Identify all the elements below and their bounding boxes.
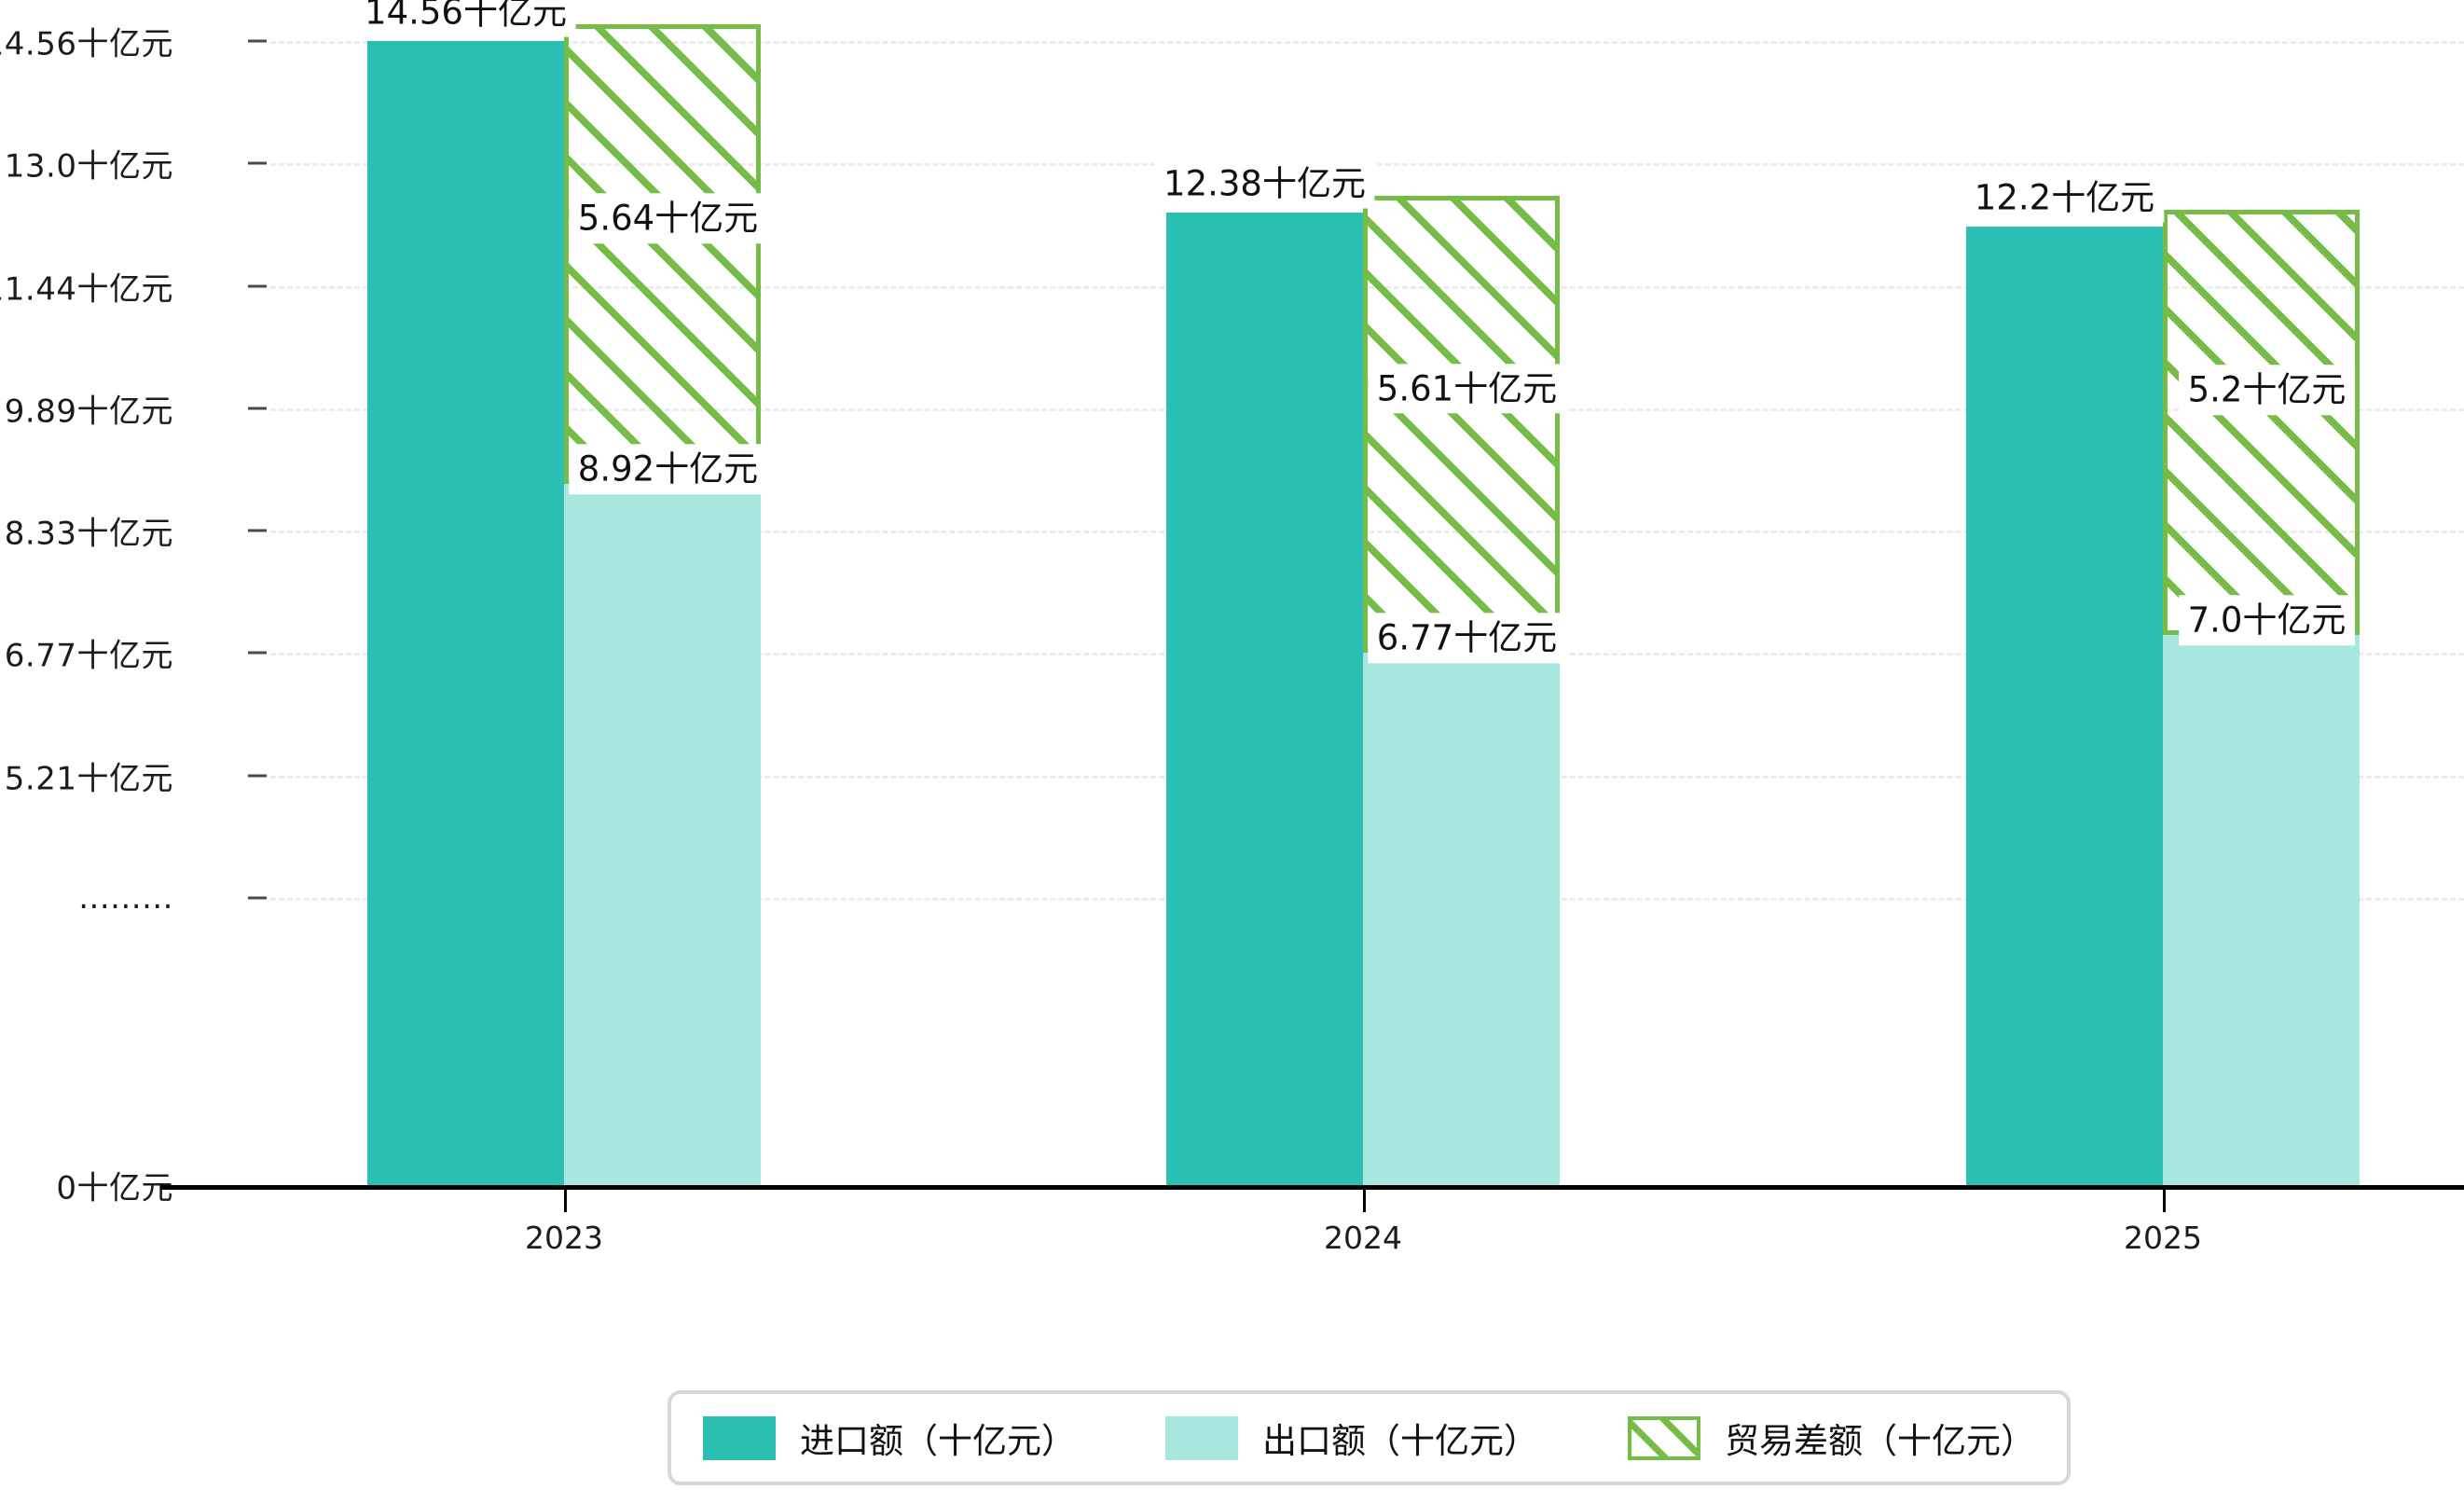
bar-export-2023[interactable]: [564, 484, 761, 1185]
legend-item-import[interactable]: 进口额（十亿元）: [703, 1413, 1076, 1463]
y-axis-tick-label: 11.44十亿元: [0, 270, 173, 309]
bar-trade-balance-2023[interactable]: [564, 24, 761, 485]
gridline: [270, 41, 2464, 44]
bar-trade-balance-2025[interactable]: [2163, 209, 2360, 636]
y-axis-tick-label: 5.21十亿元: [4, 760, 173, 798]
bar-import-2025[interactable]: [1966, 226, 2163, 1185]
chart-legend: 进口额（十亿元） 出口额（十亿元） 贸易差额（十亿元）: [668, 1390, 2071, 1485]
y-axis-tick-label: .........: [78, 879, 173, 917]
y-axis-tick-mark: [248, 651, 267, 655]
x-axis-line: [160, 1185, 2464, 1190]
legend-swatch-export-icon: [1165, 1415, 1238, 1460]
value-label-import-2025: 12.2十亿元: [1964, 172, 2165, 223]
legend-label-export: 出口额（十亿元）: [1262, 1421, 1538, 1461]
y-axis-tick-mark: [248, 284, 267, 288]
y-axis-tick-label: 0十亿元: [56, 1169, 173, 1207]
y-axis-tick-label: 6.77十亿元: [4, 637, 173, 675]
x-axis-tick-label-2024: 2024: [1324, 1220, 1402, 1256]
legend-swatch-trade-balance-icon: [1628, 1415, 1700, 1460]
y-axis-tick-mark: [248, 896, 267, 900]
value-label-trade-balance-2025: 5.2十亿元: [2178, 365, 2356, 415]
bar-import-2023[interactable]: [367, 41, 564, 1185]
x-axis-tick-label-2023: 2023: [525, 1220, 603, 1256]
value-label-export-2023: 8.92十亿元: [568, 444, 768, 494]
value-label-trade-balance-2023: 5.64十亿元: [568, 193, 768, 243]
bar-export-2025[interactable]: [2163, 635, 2360, 1185]
legend-label-import: 进口额（十亿元）: [800, 1421, 1076, 1461]
legend-swatch-import-icon: [703, 1415, 776, 1460]
value-label-trade-balance-2024: 5.61十亿元: [1367, 364, 1567, 414]
y-axis-tick-label: 8.33十亿元: [4, 515, 173, 553]
value-label-export-2024: 6.77十亿元: [1367, 613, 1567, 664]
legend-item-trade-balance[interactable]: 贸易差额（十亿元）: [1628, 1413, 2035, 1463]
y-axis-tick-mark: [248, 407, 267, 410]
x-axis-tick-mark: [564, 1188, 567, 1212]
x-axis-tick-mark: [1363, 1188, 1366, 1212]
x-axis-tick-label-2025: 2025: [2124, 1220, 2202, 1256]
y-axis-tick-mark: [248, 161, 267, 165]
y-axis-tick-label: 9.89十亿元: [4, 393, 173, 431]
bar-export-2024[interactable]: [1363, 653, 1560, 1185]
value-label-import-2023: 14.56十亿元: [355, 0, 576, 37]
legend-item-export[interactable]: 出口额（十亿元）: [1165, 1413, 1538, 1463]
x-axis-tick-mark: [2163, 1188, 2166, 1212]
bar-import-2024[interactable]: [1166, 212, 1363, 1185]
y-axis-tick-label: 14.56十亿元: [0, 25, 173, 63]
legend-label-trade-balance: 贸易差额（十亿元）: [1725, 1421, 2035, 1461]
value-label-export-2025: 7.0十亿元: [2178, 595, 2356, 645]
y-axis-tick-label: 13.0十亿元: [4, 147, 173, 186]
y-axis-tick-mark: [248, 529, 267, 532]
bar-trade-balance-2024[interactable]: [1363, 195, 1560, 654]
y-axis-tick-mark: [248, 39, 267, 43]
value-label-import-2024: 12.38十亿元: [1154, 159, 1375, 209]
y-axis-tick-mark: [248, 774, 267, 778]
